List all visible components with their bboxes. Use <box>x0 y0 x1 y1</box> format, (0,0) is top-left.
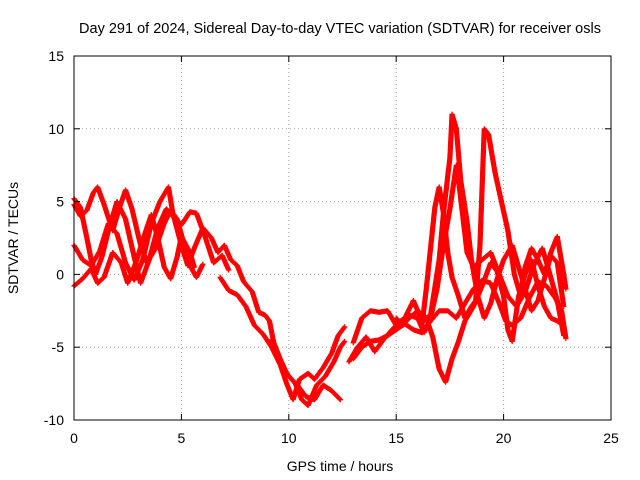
y-tick-label: 0 <box>56 266 64 282</box>
series-arc-10 <box>419 126 569 328</box>
axis-ticks: 0 5 10 15 20 25 -10 -5 0 5 10 15 <box>44 48 619 446</box>
chart-title: Day 291 of 2024, Sidereal Day-to-day VTE… <box>79 21 601 37</box>
data-series <box>71 111 569 408</box>
x-tick-label: 10 <box>281 430 297 446</box>
y-tick-label: 5 <box>56 194 64 210</box>
y-tick-label: 15 <box>48 48 64 64</box>
x-tick-label: 25 <box>603 430 619 446</box>
y-tick-label: -10 <box>44 412 64 428</box>
y-axis-label: SDTVAR / TECUs <box>5 182 21 294</box>
series-arc-3 <box>71 196 232 286</box>
x-tick-label: 15 <box>388 430 404 446</box>
series-arc-11 <box>350 277 569 362</box>
y-tick-label: 10 <box>48 121 64 137</box>
x-tick-label: 20 <box>496 430 512 446</box>
plot-frame <box>73 55 612 421</box>
y-tick-label: -5 <box>52 339 65 355</box>
x-axis-label: GPS time / hours <box>287 458 394 474</box>
series-arc-5 <box>217 274 348 403</box>
x-tick-label: 5 <box>178 430 186 446</box>
x-tick-label: 0 <box>70 430 78 446</box>
series-arc-6 <box>269 337 343 403</box>
